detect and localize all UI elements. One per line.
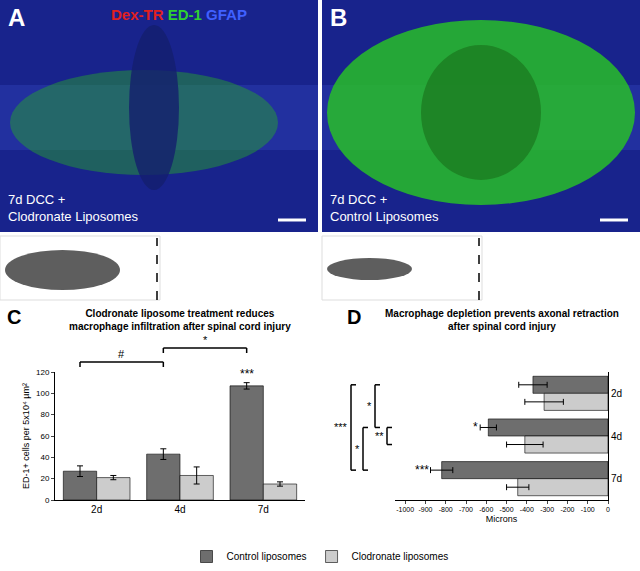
svg-text:7d: 7d bbox=[611, 473, 622, 484]
svg-text:-1000: -1000 bbox=[396, 506, 414, 513]
svg-text:*: * bbox=[473, 420, 478, 434]
svg-text:Clodronate liposomes: Clodronate liposomes bbox=[352, 551, 449, 562]
svg-text:Control liposomes: Control liposomes bbox=[227, 551, 307, 562]
svg-text:-600: -600 bbox=[479, 506, 493, 513]
svg-text:Dex-TR ED-1 GFAP: Dex-TR ED-1 GFAP bbox=[111, 6, 247, 23]
svg-text:*: * bbox=[203, 334, 208, 346]
svg-text:2d: 2d bbox=[611, 388, 622, 399]
svg-text:100: 100 bbox=[36, 389, 50, 398]
svg-text:-300: -300 bbox=[540, 506, 554, 513]
svg-text:0: 0 bbox=[606, 506, 610, 513]
svg-text:80: 80 bbox=[40, 410, 49, 419]
svg-text:4d: 4d bbox=[174, 504, 185, 515]
svg-text:A: A bbox=[8, 4, 25, 31]
svg-text:7d DCC +Control Liposomes: 7d DCC +Control Liposomes bbox=[330, 192, 439, 224]
svg-text:***: *** bbox=[240, 367, 254, 381]
svg-text:Macrophage depletion prevents: Macrophage depletion prevents axonal ret… bbox=[385, 308, 619, 332]
svg-text:0: 0 bbox=[45, 496, 50, 505]
svg-text:7d: 7d bbox=[258, 504, 269, 515]
svg-text:20: 20 bbox=[40, 474, 49, 483]
svg-text:2d: 2d bbox=[91, 504, 102, 515]
svg-text:60: 60 bbox=[40, 432, 49, 441]
svg-text:-100: -100 bbox=[581, 506, 595, 513]
svg-text:7d DCC +Clodronate Liposomes: 7d DCC +Clodronate Liposomes bbox=[8, 192, 139, 224]
svg-text:*: * bbox=[367, 400, 372, 412]
svg-text:-800: -800 bbox=[439, 506, 453, 513]
svg-text:ED-1+ cells per 5x10⁴ µm²: ED-1+ cells per 5x10⁴ µm² bbox=[21, 383, 31, 489]
svg-text:***: *** bbox=[334, 421, 348, 433]
svg-text:120: 120 bbox=[36, 368, 50, 377]
svg-text:Clodronate liposome treatment: Clodronate liposome treatment reducesmac… bbox=[69, 308, 291, 332]
svg-text:-400: -400 bbox=[520, 506, 534, 513]
svg-text:***: *** bbox=[415, 463, 429, 477]
svg-text:C: C bbox=[7, 306, 21, 328]
svg-text:*: * bbox=[355, 443, 360, 455]
svg-text:B: B bbox=[330, 4, 347, 31]
svg-text:-700: -700 bbox=[459, 506, 473, 513]
svg-text:-900: -900 bbox=[418, 506, 432, 513]
svg-text:4d: 4d bbox=[611, 431, 622, 442]
svg-text:40: 40 bbox=[40, 453, 49, 462]
svg-text:**: ** bbox=[375, 430, 384, 442]
svg-text:#: # bbox=[118, 348, 125, 360]
svg-text:-200: -200 bbox=[560, 506, 574, 513]
svg-text:D: D bbox=[347, 306, 361, 328]
svg-text:Microns: Microns bbox=[486, 514, 518, 524]
svg-text:-500: -500 bbox=[500, 506, 514, 513]
